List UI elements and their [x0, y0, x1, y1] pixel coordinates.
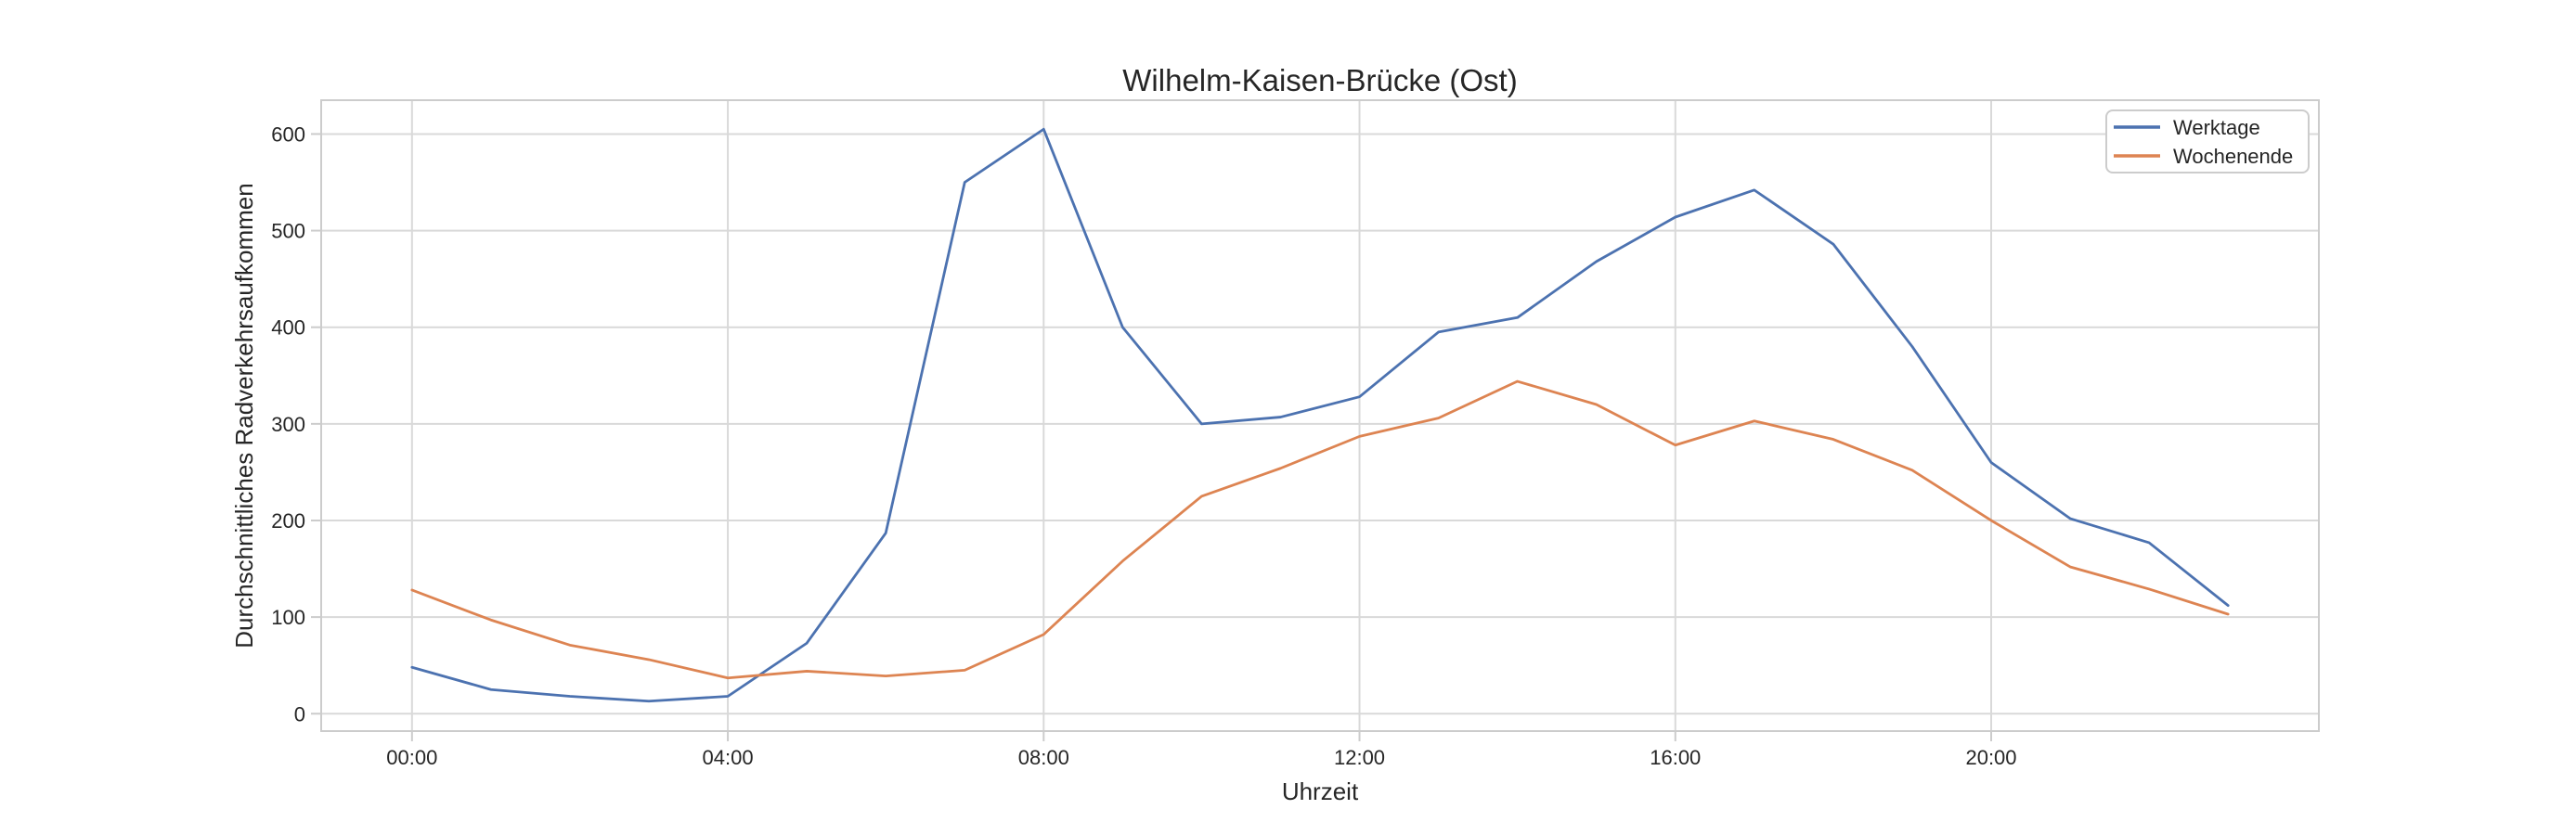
- legend: Werktage Wochenende: [2105, 109, 2310, 173]
- series-line-wochenende: [410, 379, 2230, 680]
- y-tick-label: 300: [271, 413, 305, 436]
- y-tick-labels: 0 100 200 300 400 500 600: [271, 122, 305, 726]
- x-tick-label: 12:00: [1334, 746, 1385, 769]
- legend-label-werktage: Werktage: [2173, 116, 2260, 139]
- x-tick-label: 00:00: [386, 746, 437, 769]
- plot-border: [320, 99, 2320, 732]
- y-tick-label: 0: [294, 702, 305, 726]
- y-tick-label: 500: [271, 220, 305, 243]
- y-tick-label: 100: [271, 606, 305, 629]
- series-line-werktage: [410, 127, 2230, 703]
- y-tick-label: 400: [271, 316, 305, 340]
- y-tick-label: 600: [271, 122, 305, 146]
- series-lines: [410, 127, 2230, 703]
- spines-rect: [320, 99, 2320, 732]
- y-tick-label: 200: [271, 509, 305, 533]
- x-grid: [410, 100, 1993, 741]
- x-axis-label: Uhrzeit: [1282, 777, 1359, 805]
- x-tick-label: 20:00: [1965, 746, 2016, 769]
- x-tick-label: 04:00: [703, 746, 754, 769]
- chart-title: Wilhelm-Kaisen-Brücke (Ost): [1122, 63, 1517, 97]
- x-tick-labels: 00:00 04:00 08:00 12:00 16:00 20:00: [386, 746, 2016, 769]
- x-tick-label: 16:00: [1650, 746, 1701, 769]
- y-grid: [311, 133, 2319, 715]
- legend-label-wochenende: Wochenende: [2173, 145, 2293, 168]
- y-axis-label: Durchschnittliches Radverkehrsaufkommen: [230, 183, 258, 648]
- x-tick-label: 08:00: [1018, 746, 1069, 769]
